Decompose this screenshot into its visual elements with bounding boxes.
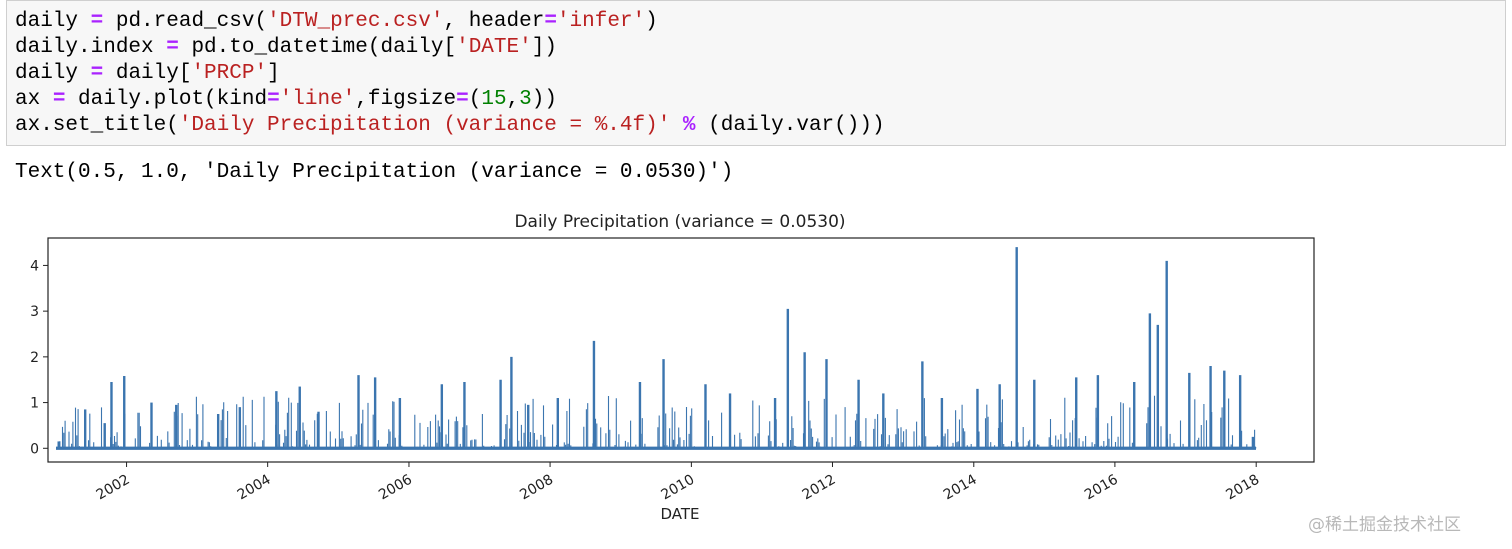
code-cell[interactable]: daily = pd.read_csv('DTW_prec.csv', head… (6, 0, 1506, 146)
x-tick-label: 2016 (1082, 472, 1121, 504)
plot-area (56, 247, 1257, 450)
x-tick-label: 2002 (94, 472, 133, 504)
code-line: daily = pd.read_csv('DTW_prec.csv', head… (15, 10, 658, 33)
code-line: daily = daily['PRCP'] (15, 62, 280, 85)
y-tick-label: 2 (30, 350, 39, 366)
y-tick-label: 4 (30, 258, 39, 274)
x-axis: 2002 2004 2006 2008 2010 2012 2014 2016 2018 (94, 462, 1262, 504)
axes-frame (47, 237, 1315, 463)
cell-output-text: Text(0.5, 1.0, 'Daily Precipitation (var… (15, 161, 734, 184)
code-line: ax.set_title('Daily Precipitation (varia… (15, 114, 885, 137)
x-tick-label: 2012 (800, 472, 839, 504)
x-tick-label: 2008 (517, 472, 556, 504)
y-axis: 0 1 2 3 4 (30, 258, 48, 457)
daily-noise-trace (56, 395, 1257, 449)
x-tick-label: 2006 (376, 472, 415, 504)
x-axis-label: DATE (660, 505, 699, 523)
precipitation-line-chart: Daily Precipitation (variance = 0.0530) … (30, 212, 1315, 523)
chart-title: Daily Precipitation (variance = 0.0530) (514, 212, 845, 232)
code-line: daily.index = pd.to_datetime(daily['DATE… (15, 36, 557, 59)
x-tick-label: 2014 (941, 472, 980, 504)
y-tick-label: 0 (30, 441, 39, 457)
watermark: @稀土掘金技术社区 (1308, 515, 1461, 535)
x-tick-label: 2010 (659, 472, 698, 504)
y-tick-label: 3 (30, 304, 39, 320)
x-tick-label: 2004 (235, 472, 274, 504)
y-tick-label: 1 (30, 396, 39, 412)
code-line: ax = daily.plot(kind='line',figsize=(15,… (15, 88, 557, 111)
x-tick-label: 2018 (1223, 472, 1262, 504)
series-spikes (57, 247, 1255, 449)
